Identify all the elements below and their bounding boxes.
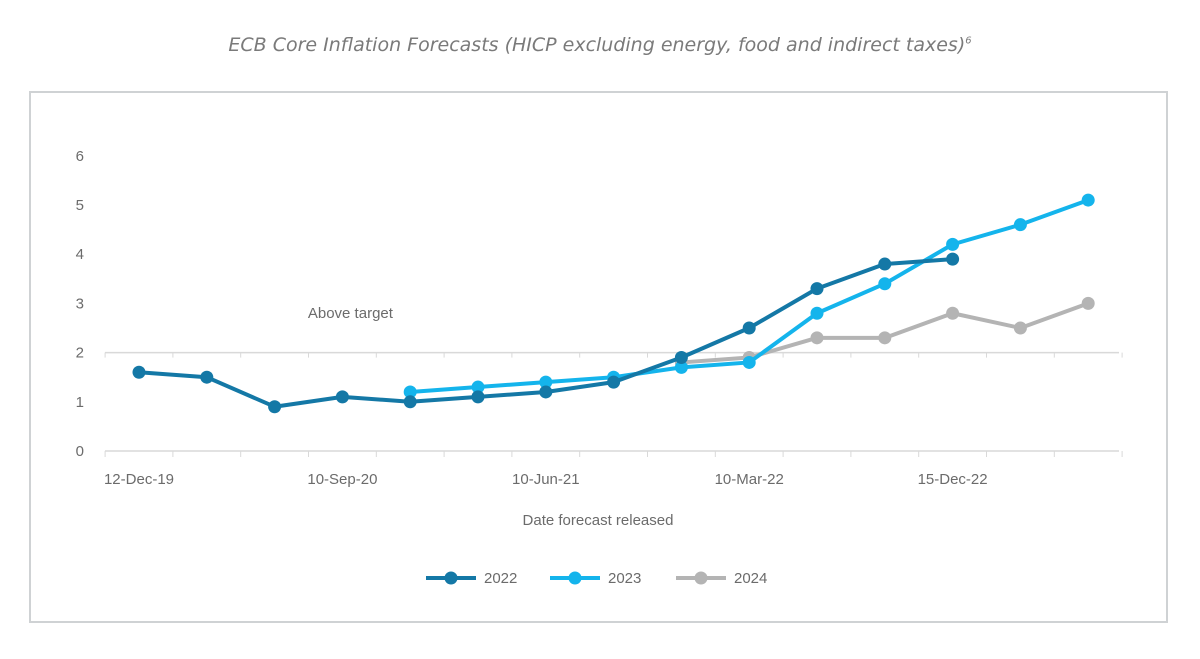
x-tick-label: 10-Sep-20 <box>307 471 377 488</box>
data-point-2022 <box>403 395 417 409</box>
data-point-2023 <box>1013 218 1027 232</box>
x-tick-label: 10-Jun-21 <box>512 471 580 488</box>
x-tick-label: 10-Mar-22 <box>715 471 784 488</box>
y-tick-label: 4 <box>76 246 84 263</box>
legend-swatch-marker-2024 <box>694 571 708 585</box>
data-point-2023 <box>1081 193 1095 207</box>
chart-title-footnote: 6 <box>965 35 972 47</box>
data-point-2022 <box>878 257 892 271</box>
data-point-2024 <box>878 331 892 345</box>
data-point-2022 <box>471 390 485 404</box>
legend-swatch-marker-2022 <box>444 571 458 585</box>
data-point-2023 <box>471 380 485 394</box>
chart-title-text: ECB Core Inflation Forecasts (HICP exclu… <box>228 34 966 56</box>
data-point-2023 <box>810 306 824 320</box>
legend-label-2024: 2024 <box>734 570 767 587</box>
data-point-2022 <box>335 390 349 404</box>
data-point-2022 <box>539 385 553 399</box>
y-tick-label: 5 <box>76 197 84 214</box>
y-tick-label: 3 <box>76 295 84 312</box>
legend-label-2023: 2023 <box>608 570 641 587</box>
x-tick-label: 15-Dec-22 <box>918 471 988 488</box>
y-tick-label: 6 <box>76 148 84 165</box>
data-point-2022 <box>607 375 621 389</box>
legend-swatch-marker-2023 <box>568 571 582 585</box>
data-point-2024 <box>1013 321 1027 335</box>
data-point-2022 <box>268 400 282 414</box>
data-point-2024 <box>810 331 824 345</box>
x-axis-title: Date forecast released <box>523 512 674 529</box>
annotation-above-target: Above target <box>308 305 394 322</box>
data-point-2023 <box>946 237 960 251</box>
chart-title: ECB Core Inflation Forecasts (HICP exclu… <box>0 34 1200 56</box>
data-point-2023 <box>674 360 688 374</box>
data-point-2022 <box>946 252 960 266</box>
legend-label-2022: 2022 <box>484 570 517 587</box>
data-point-2024 <box>946 306 960 320</box>
data-point-2022 <box>200 370 214 384</box>
data-point-2022 <box>810 282 824 296</box>
data-point-2023 <box>403 385 417 399</box>
data-point-2023 <box>539 375 553 389</box>
y-tick-label: 0 <box>76 443 84 460</box>
data-point-2023 <box>742 355 756 369</box>
x-tick-label: 12-Dec-19 <box>104 471 174 488</box>
y-tick-label: 1 <box>76 394 84 411</box>
data-point-2022 <box>132 365 146 379</box>
data-point-2022 <box>674 351 688 365</box>
y-tick-label: 2 <box>76 345 84 362</box>
data-point-2022 <box>742 321 756 335</box>
data-point-2024 <box>1081 296 1095 310</box>
chart-frame <box>29 91 1168 623</box>
data-point-2023 <box>878 277 892 291</box>
